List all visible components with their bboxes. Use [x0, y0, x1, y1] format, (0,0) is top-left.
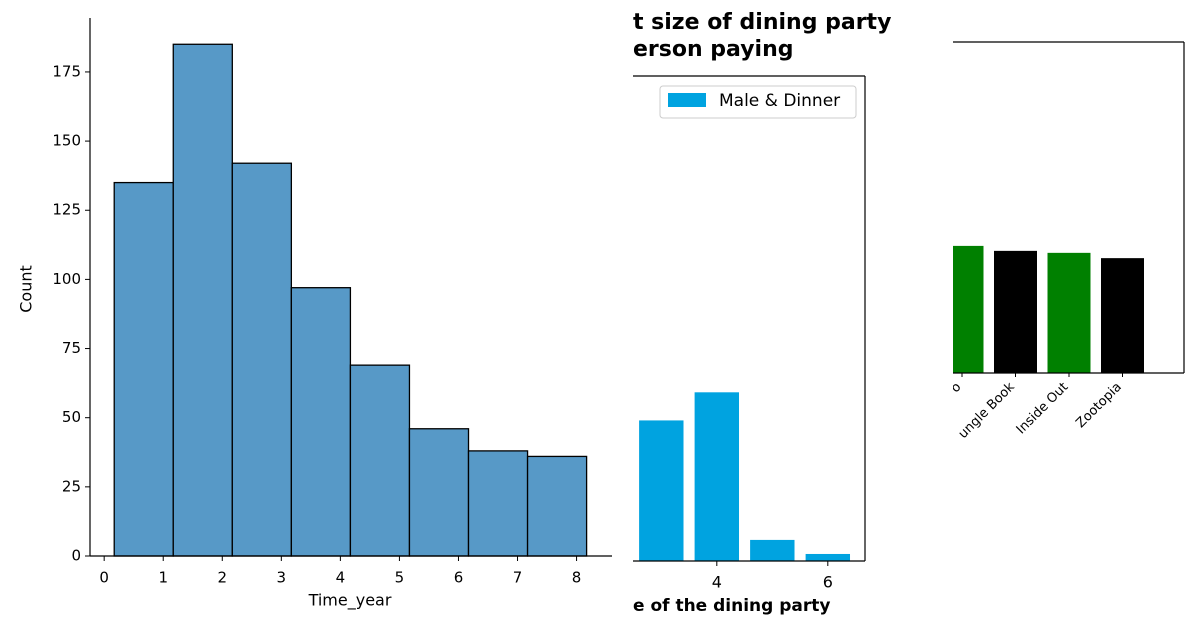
y-axis-label: Count: [17, 265, 36, 313]
x-tick-label: 5: [395, 569, 405, 587]
x-axis-label: Time_year: [308, 591, 392, 611]
histogram-bar: [526, 455, 588, 557]
x-tick-label: 6: [823, 573, 833, 592]
x-axis-label: e of the dining party: [633, 596, 830, 616]
y-tick-label: 25: [62, 477, 81, 495]
bar: [694, 392, 740, 561]
histogram-bar: [408, 428, 470, 557]
y-tick-label: 50: [62, 408, 81, 426]
bar: [750, 539, 795, 561]
bar: [805, 553, 851, 561]
x-tick-label: Inside Out: [1014, 380, 1072, 438]
x-tick-label: 1: [158, 569, 168, 587]
histogram-panel: 0 25 50 75 100 125 150 175 0 1 2 3 4 5 6 7 8 Time_year Cou…: [17, 18, 612, 611]
x-tick-label: 7: [513, 569, 523, 587]
histogram-bar: [172, 43, 233, 557]
legend-box: [659, 85, 857, 119]
bar: [1101, 258, 1144, 373]
histogram-bar: [467, 450, 529, 557]
histogram-bar: [231, 162, 293, 557]
histogram-bar: [349, 364, 411, 557]
y-tick-label: 175: [52, 62, 81, 80]
y-tick-label: 75: [62, 339, 81, 357]
chart-title: t size of dining party: [633, 10, 891, 35]
bar: [1047, 252, 1091, 373]
x-tick-label: 3: [277, 569, 287, 587]
chart-title: erson paying: [633, 37, 794, 62]
histogram-bar: [113, 181, 174, 557]
legend-label: Male & Dinner: [719, 91, 840, 111]
x-tick-label: 8: [572, 569, 582, 587]
x-tick-label: 0: [99, 569, 109, 587]
y-tick-label: 0: [71, 547, 81, 565]
x-tick-label: Zootopia: [1073, 380, 1124, 431]
x-tick-label: 4: [712, 573, 722, 592]
bar: [994, 250, 1037, 373]
bar: [953, 245, 984, 373]
x-tick-label: o: [948, 380, 964, 396]
x-tick-label: 6: [454, 569, 464, 587]
x-tick-label: ungle Book: [956, 379, 1018, 441]
legend-swatch: [668, 93, 706, 107]
histogram-bar: [290, 287, 352, 557]
x-tick-label: 4: [336, 569, 346, 587]
y-tick-label: 100: [52, 270, 81, 288]
y-tick-label: 125: [52, 201, 81, 219]
y-tick-label: 150: [52, 132, 81, 150]
x-tick-label: 2: [217, 569, 227, 587]
bar: [639, 420, 684, 561]
